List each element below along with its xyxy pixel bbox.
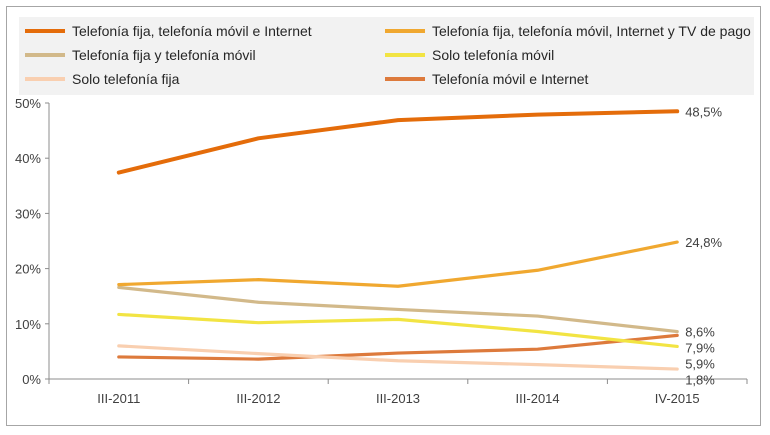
y-tick-label: 50% [15,96,41,111]
chart-frame: Telefonía fija, telefonía móvil e Intern… [6,6,761,426]
x-tick-label: IV-2015 [655,391,700,406]
legend-label: Telefonía fija, telefonía móvil, Interne… [432,23,751,39]
y-tick-label: 20% [15,262,41,277]
series-line-5 [117,344,679,371]
data-label: 1,8% [685,373,715,388]
series-line-6 [117,333,679,361]
data-label: 5,9% [685,357,715,372]
data-label: 48,5% [685,104,722,119]
series-line-4 [117,312,679,349]
legend-item-4: Solo telefonía móvil [385,47,554,63]
y-tick-label: 0% [22,372,41,387]
legend-swatch [385,53,425,57]
legend-label: Telefonía fija y telefonía móvil [72,47,256,63]
x-tick-label: III-2012 [236,391,280,406]
series-line-1 [116,109,680,175]
series-line-2 [117,240,679,288]
legend-swatch [385,77,425,81]
legend-item-5: Solo telefonía fija [25,71,179,87]
legend-swatch [25,53,65,57]
data-label: 8,6% [685,325,715,340]
legend: Telefonía fija, telefonía móvil e Intern… [19,17,754,95]
legend-label: Telefonía móvil e Internet [432,71,589,87]
legend-item-6: Telefonía móvil e Internet [385,71,588,87]
x-tick-label: III-2014 [516,391,560,406]
legend-item-3: Telefonía fija y telefonía móvil [25,47,256,63]
y-tick-label: 40% [15,151,41,166]
legend-swatch [25,29,65,33]
legend-swatch [25,77,65,81]
legend-item-2: Telefonía fija, telefonía móvil, Interne… [385,23,751,39]
x-tick-label: III-2013 [376,391,420,406]
legend-swatch [385,29,425,33]
data-label: 7,9% [685,341,715,356]
legend-label: Telefonía fija, telefonía móvil e Intern… [72,23,312,39]
legend-item-1: Telefonía fija, telefonía móvil e Intern… [25,23,312,39]
line-chart: 0% 10% 20% 30% 40% 50% III-2011 III-2012 III-201… [15,96,748,406]
data-label: 24,8% [685,235,722,250]
x-tick-label: III-2011 [97,391,140,406]
y-tick-label: 10% [15,317,41,332]
legend-label: Solo telefonía fija [72,71,180,87]
y-tick-label: 30% [15,206,41,221]
legend-label: Solo telefonía móvil [432,47,555,63]
series-line-3 [117,285,679,334]
